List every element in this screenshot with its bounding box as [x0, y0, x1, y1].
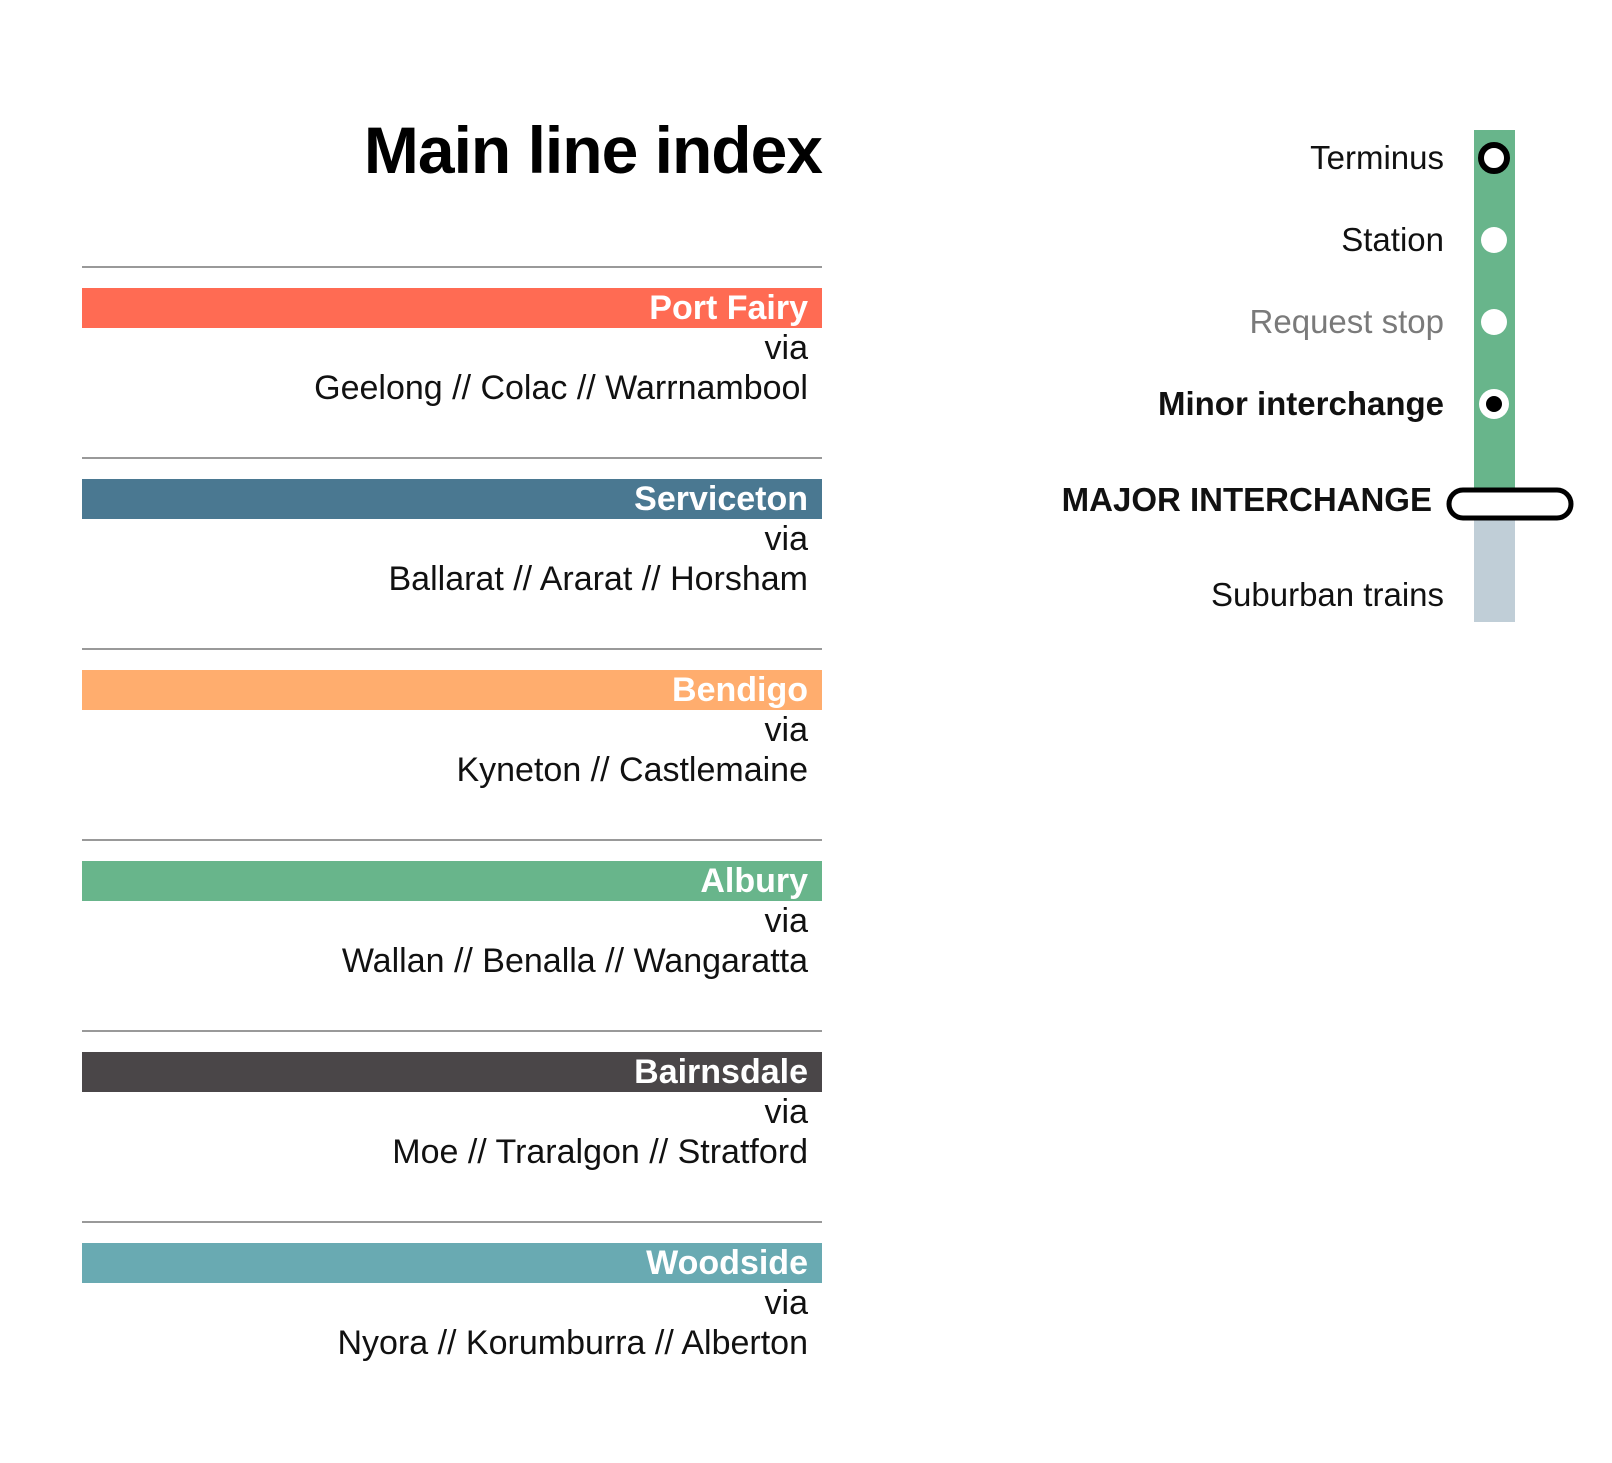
divider [82, 1221, 822, 1223]
line-band-bairnsdale: Bairnsdale [82, 1052, 822, 1092]
line-entry-albury: Albury via Wallan // Benalla // Wangarat… [82, 839, 822, 1030]
via-label: via [764, 1284, 808, 1322]
legend-label-major-interchange: MAJOR INTERCHANGE [1061, 481, 1432, 518]
legend-line [1474, 130, 1515, 518]
line-entry-bendigo: Bendigo via Kyneton // Castlemaine [82, 648, 822, 839]
line-stops: Wallan // Benalla // Wangaratta [341, 942, 808, 980]
request-stop-icon [1481, 309, 1507, 335]
line-band-port-fairy: Port Fairy [82, 288, 822, 328]
line-band-serviceton: Serviceton [82, 479, 822, 519]
divider [82, 839, 822, 841]
line-stops: Kyneton // Castlemaine [456, 751, 808, 789]
line-band-albury: Albury [82, 861, 822, 901]
line-entry-woodside: Woodside via Nyora // Korumburra // Albe… [82, 1221, 822, 1412]
line-stops: Ballarat // Ararat // Horsham [388, 560, 809, 598]
legend-label-suburban-trains: Suburban trains [1211, 576, 1444, 613]
line-index: Port Fairy via Geelong // Colac // Warrn… [82, 266, 822, 1412]
line-band-woodside: Woodside [82, 1243, 822, 1283]
divider [82, 266, 822, 268]
line-stops: Moe // Traralgon // Stratford [392, 1133, 808, 1171]
terminus-icon [1478, 142, 1510, 174]
legend-label-station: Station [1341, 221, 1444, 258]
via-label: via [764, 711, 808, 749]
divider [82, 648, 822, 650]
divider [82, 457, 822, 459]
via-label: via [764, 1093, 808, 1131]
legend-label-request-stop: Request stop [1249, 303, 1444, 340]
legend-label-minor-interchange: Minor interchange [1157, 385, 1444, 422]
line-entry-bairnsdale: Bairnsdale via Moe // Traralgon // Strat… [82, 1030, 822, 1221]
page-title: Main line index [363, 113, 823, 187]
divider [82, 1030, 822, 1032]
line-stops: Geelong // Colac // Warrnambool [314, 369, 808, 407]
major-interchange-icon [1446, 487, 1574, 521]
minor-interchange-icon [1479, 389, 1509, 419]
via-label: via [764, 329, 808, 367]
suburban-line-icon [1474, 518, 1515, 622]
minor-interchange-dot [1486, 396, 1502, 412]
via-label: via [764, 902, 808, 940]
station-icon [1481, 227, 1507, 253]
line-entry-port-fairy: Port Fairy via Geelong // Colac // Warrn… [82, 266, 822, 457]
via-label: via [764, 520, 808, 558]
line-entry-serviceton: Serviceton via Ballarat // Ararat // Hor… [82, 457, 822, 648]
line-stops: Nyora // Korumburra // Alberton [337, 1324, 808, 1362]
legend-label-terminus: Terminus [1310, 139, 1444, 176]
line-band-bendigo: Bendigo [82, 670, 822, 710]
